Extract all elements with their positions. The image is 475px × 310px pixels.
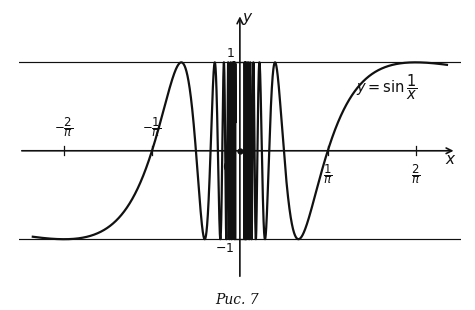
- Text: $y = \sin\dfrac{1}{x}$: $y = \sin\dfrac{1}{x}$: [356, 72, 418, 102]
- Text: $\dfrac{1}{\pi}$: $\dfrac{1}{\pi}$: [323, 162, 332, 186]
- Text: $1$: $1$: [226, 47, 234, 60]
- Text: $0$: $0$: [222, 162, 232, 175]
- Text: $y$: $y$: [242, 11, 253, 27]
- Text: $\dfrac{2}{\pi}$: $\dfrac{2}{\pi}$: [411, 162, 420, 186]
- Text: Рис. 7: Рис. 7: [216, 293, 259, 307]
- Text: $-1$: $-1$: [215, 242, 234, 255]
- Text: $x$: $x$: [445, 152, 456, 167]
- Text: $-\dfrac{1}{\pi}$: $-\dfrac{1}{\pi}$: [142, 116, 162, 139]
- Text: $-\dfrac{2}{\pi}$: $-\dfrac{2}{\pi}$: [55, 116, 74, 139]
